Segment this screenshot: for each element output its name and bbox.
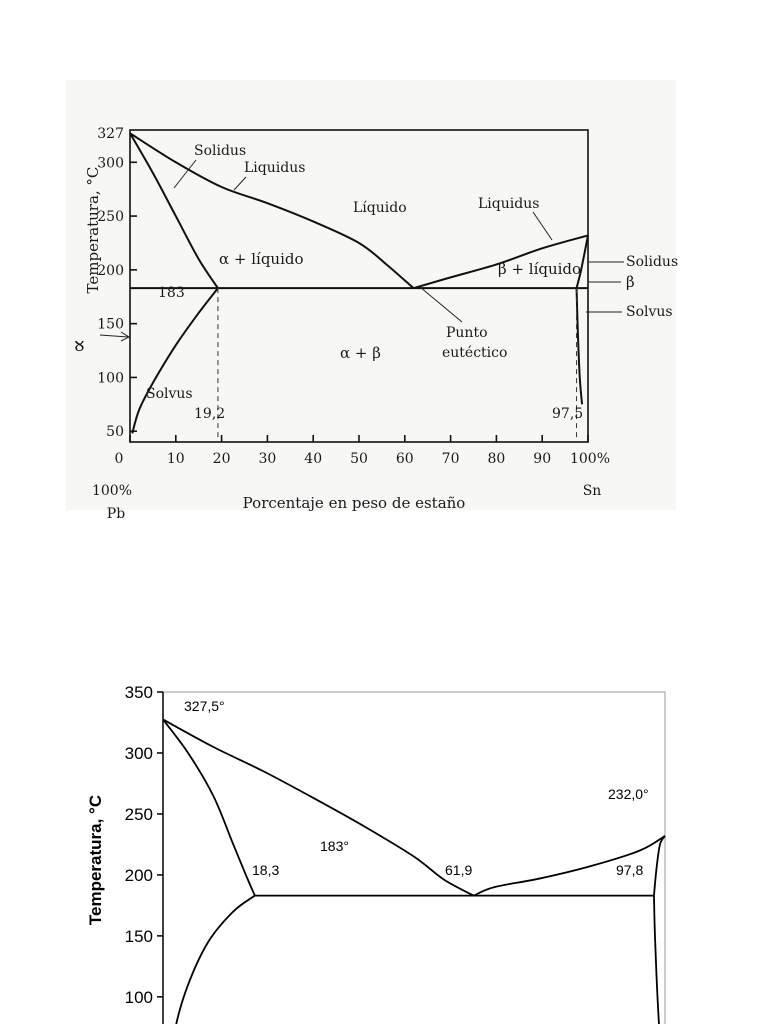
y-tick-label: 50 (106, 424, 124, 440)
solidus-left-label: Solidus (194, 143, 246, 159)
alpha-liquid-label: α + líquido (219, 250, 304, 268)
pb-label: Pb (107, 506, 125, 520)
beta-liquid-label: β + líquido (498, 260, 581, 278)
marker-arrow-head (120, 331, 131, 342)
y-tick-label: 150 (97, 317, 124, 333)
chart2-labels: 50100150200250300350Temperatura, °C327,5… (86, 683, 649, 1007)
chart2-axes (157, 691, 666, 1024)
chart1-labels: 0 10 20 30 40 50 60 70 80 90 100% 50 100 150 200 250 300… (67, 126, 678, 520)
x-tick-label: 70 (442, 451, 460, 467)
eutectic-leader (419, 286, 463, 323)
y-tick-label: 300 (125, 744, 153, 763)
phase-boundary (129, 132, 219, 289)
phase-boundary (653, 835, 666, 896)
phase-diagram-textbook: 0 10 20 30 40 50 60 70 80 90 100% 50 100 150 200 250 300… (67, 126, 678, 520)
x-tick-label: 90 (533, 451, 551, 467)
phase-boundary (575, 288, 584, 405)
y-tick-label: 100 (97, 370, 124, 386)
solvus-right-label: Solvus (626, 304, 673, 320)
solidus-right-label: Solidus (626, 254, 678, 270)
alpha-beta-label: α + β (340, 344, 381, 362)
chart1-curves (129, 132, 589, 442)
y-tick-label: 327 (97, 126, 124, 142)
liquidus-left-label: Liquidus (244, 160, 305, 176)
x978-label: 97,8 (616, 862, 643, 878)
x975-label: 97,5 (552, 406, 583, 422)
phase-boundary (162, 718, 256, 896)
scanned-figure-panel (66, 80, 676, 510)
t183-label: 183 (158, 285, 185, 301)
x619-label: 61,9 (445, 862, 472, 878)
sn-label: Sn (583, 483, 602, 499)
x-tick-label: 0 (115, 451, 124, 467)
proportional-marker: ∝ (67, 339, 92, 354)
x-axis-title: Porcentaje en peso de estaño (243, 494, 466, 512)
y-tick-label: 250 (97, 209, 124, 225)
left-percent-label: 100% (92, 483, 132, 499)
x192-label: 19,2 (194, 406, 225, 422)
liquidus-right-label: Liquidus (478, 196, 539, 212)
phase-boundary (413, 234, 589, 290)
x-tick-label: 100% (570, 451, 610, 467)
liquidus-left-leader (233, 176, 247, 191)
liquid-label: Líquido (353, 200, 407, 216)
liquidus-right-leader (532, 211, 553, 241)
x-tick-label: 20 (213, 451, 231, 467)
t232-label: 232,0° (608, 786, 649, 802)
x-tick-label: 50 (350, 451, 368, 467)
y-tick-label: 200 (125, 866, 153, 885)
phase-boundary (473, 835, 666, 897)
y-axis-title: Temperatura, °C (86, 795, 105, 925)
y-tick-label: 300 (97, 155, 124, 171)
phase-boundary (653, 895, 660, 1024)
x-tick-label: 40 (304, 451, 322, 467)
t3275-label: 327,5° (184, 698, 225, 714)
eutectic-label-1: Punto (446, 325, 488, 341)
y-axis-title: Temperatura, °C (84, 167, 102, 294)
t183-label: 183° (320, 838, 349, 854)
y-tick-label: 200 (97, 263, 124, 279)
chart1-axes (129, 129, 589, 443)
y-tick-label: 250 (125, 805, 153, 824)
y-tick-label: 150 (125, 927, 153, 946)
x183-label: 18,3 (252, 862, 279, 878)
x-tick-label: 60 (396, 451, 414, 467)
phase-boundary (162, 718, 475, 897)
phase-boundary (129, 132, 415, 289)
chart2-curves (162, 718, 666, 1024)
phase-boundary (131, 287, 219, 434)
beta-label: β (626, 273, 635, 291)
x-tick-label: 10 (167, 451, 185, 467)
phase-boundary (575, 235, 589, 289)
solvus-left-label: Solvus (146, 386, 193, 402)
x-tick-label: 30 (258, 451, 276, 467)
y-tick-label: 100 (125, 988, 153, 1007)
marker-arrow (99, 334, 129, 338)
eutectic-label-2: eutéctico (442, 345, 507, 361)
solidus-left-leader (173, 159, 197, 189)
phase-boundary (175, 894, 256, 1024)
x-tick-label: 80 (487, 451, 505, 467)
y-tick-label: 350 (125, 683, 153, 702)
